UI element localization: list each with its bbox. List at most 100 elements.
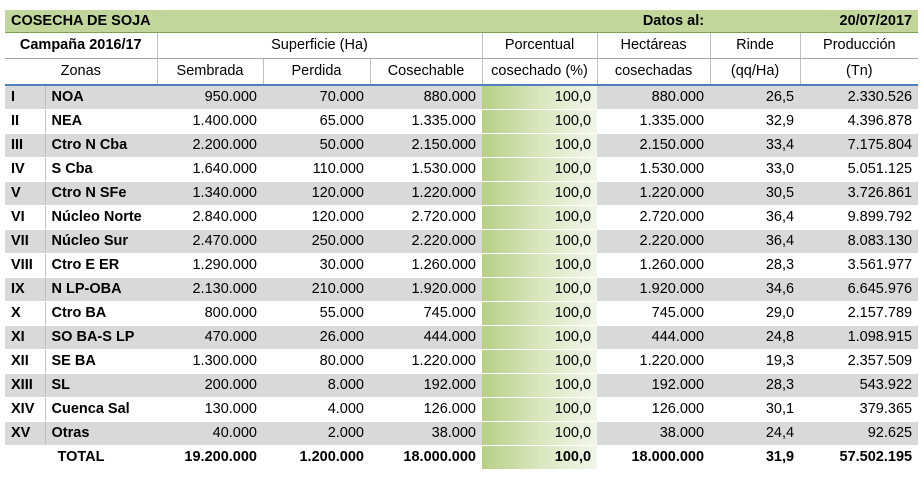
rinde-cell: 28,3 — [710, 373, 801, 398]
sembrada-header: Sembrada — [156, 58, 263, 86]
header-row-1: Campaña 2016/17 Superficie (Ha) Porcentu… — [5, 32, 919, 59]
perdida-cell: 4.000 — [263, 397, 370, 422]
hect-cell: 126.000 — [597, 397, 711, 422]
sembrada-cell: 1.640.000 — [157, 157, 263, 182]
pct-cell: 100,0 — [482, 205, 598, 230]
zone-number: XV — [5, 421, 45, 446]
rinde-cell: 30,5 — [710, 181, 801, 206]
zone-name: Ctro N SFe — [44, 181, 157, 206]
perdida-cell: 80.000 — [263, 349, 370, 374]
harvest-table: COSECHA DE SOJA Datos al: 20/07/2017 Cam… — [5, 10, 919, 469]
table-row: XII SE BA 1.300.000 80.000 1.220.000 100,0 1.2… — [5, 349, 919, 374]
table-row: XI SO BA-S LP 470.000 26.000 444.000 100,0 444… — [5, 325, 919, 350]
table-row: VI Núcleo Norte 2.840.000 120.000 2.720.000 1… — [5, 205, 919, 230]
prod-header-1: Producción — [799, 32, 919, 59]
rinde-header-2: (qq/Ha) — [709, 58, 801, 86]
prod-cell: 9.899.792 — [800, 205, 919, 230]
zone-name: NOA — [44, 85, 157, 110]
hect-cell: 1.220.000 — [597, 349, 711, 374]
zone-name: Núcleo Sur — [44, 229, 157, 254]
table-row: IV S Cba 1.640.000 110.000 1.530.000 100,0 1.5… — [5, 157, 919, 182]
prod-cell: 4.396.878 — [800, 109, 919, 134]
table-row: I NOA 950.000 70.000 880.000 100,0 880.000 26,5… — [5, 85, 919, 110]
perdida-cell: 30.000 — [263, 253, 370, 278]
hect-cell: 192.000 — [597, 373, 711, 398]
cosechable-cell: 38.000 — [370, 421, 482, 446]
hect-cell: 1.260.000 — [597, 253, 711, 278]
rinde-cell: 19,3 — [710, 349, 801, 374]
rinde-cell: 34,6 — [710, 277, 801, 302]
pct-cell: 100,0 — [482, 85, 598, 110]
sembrada-cell: 130.000 — [157, 397, 263, 422]
table-row: VII Núcleo Sur 2.470.000 250.000 2.220.000 10… — [5, 229, 919, 254]
prod-cell: 379.365 — [800, 397, 919, 422]
total-row: TOTAL 19.200.000 1.200.000 18.000.000 10… — [5, 445, 919, 469]
pct-cell: 100,0 — [482, 301, 598, 326]
sembrada-cell: 1.290.000 — [157, 253, 263, 278]
cosechable-cell: 880.000 — [370, 85, 482, 110]
hect-cell: 2.720.000 — [597, 205, 711, 230]
table-row: V Ctro N SFe 1.340.000 120.000 1.220.000 100,… — [5, 181, 919, 206]
pct-cell: 100,0 — [482, 397, 598, 422]
pct-cell: 100,0 — [482, 157, 598, 182]
zone-number: XI — [5, 325, 45, 350]
rinde-cell: 24,4 — [710, 421, 801, 446]
zone-name: S Cba — [44, 157, 157, 182]
perdida-cell: 26.000 — [263, 325, 370, 350]
total-cosechable: 18.000.000 — [370, 445, 482, 469]
pct-cell: 100,0 — [482, 229, 598, 254]
prod-cell: 8.083.130 — [800, 229, 919, 254]
prod-cell: 7.175.804 — [800, 133, 919, 158]
cosechable-cell: 745.000 — [370, 301, 482, 326]
sembrada-cell: 2.200.000 — [157, 133, 263, 158]
cosechable-cell: 2.220.000 — [370, 229, 482, 254]
zone-name: Ctro BA — [44, 301, 157, 326]
perdida-cell: 65.000 — [263, 109, 370, 134]
prod-cell: 5.051.125 — [800, 157, 919, 182]
pct-cell: 100,0 — [482, 253, 598, 278]
cosechable-cell: 1.530.000 — [370, 157, 482, 182]
perdida-cell: 110.000 — [263, 157, 370, 182]
zone-name: Núcleo Norte — [44, 205, 157, 230]
prod-cell: 2.330.526 — [800, 85, 919, 110]
pct-cell: 100,0 — [482, 373, 598, 398]
sembrada-cell: 1.340.000 — [157, 181, 263, 206]
hect-cell: 880.000 — [597, 85, 711, 110]
zone-number: IV — [5, 157, 45, 182]
sembrada-cell: 1.400.000 — [157, 109, 263, 134]
zone-number: XIII — [5, 373, 45, 398]
rinde-cell: 33,0 — [710, 157, 801, 182]
table-row: X Ctro BA 800.000 55.000 745.000 100,0 745.000… — [5, 301, 919, 326]
hect-cell: 1.530.000 — [597, 157, 711, 182]
hect-cell: 1.335.000 — [597, 109, 711, 134]
zone-name: N LP-OBA — [44, 277, 157, 302]
prod-cell: 2.357.509 — [800, 349, 919, 374]
zone-name: SL — [44, 373, 157, 398]
data-rows: I NOA 950.000 70.000 880.000 100,0 880.000 26,5… — [5, 85, 919, 446]
pct-header-1: Porcentual — [481, 32, 598, 59]
table-row: II NEA 1.400.000 65.000 1.335.000 100,0 1.335.… — [5, 109, 919, 134]
zone-number: XII — [5, 349, 45, 374]
pct-cell: 100,0 — [482, 277, 598, 302]
cosechable-cell: 192.000 — [370, 373, 482, 398]
table-row: III Ctro N Cba 2.200.000 50.000 2.150.000 100… — [5, 133, 919, 158]
hect-cell: 38.000 — [597, 421, 711, 446]
zone-number: I — [5, 85, 45, 110]
prod-header-2: (Tn) — [799, 58, 919, 86]
cosechable-cell: 1.220.000 — [370, 181, 482, 206]
pct-cell: 100,0 — [482, 133, 598, 158]
perdida-cell: 8.000 — [263, 373, 370, 398]
prod-cell: 543.922 — [800, 373, 919, 398]
pct-header-2: cosechado (%) — [481, 58, 598, 86]
rinde-cell: 30,1 — [710, 397, 801, 422]
zone-name: Ctro N Cba — [44, 133, 157, 158]
table-row: XIII SL 200.000 8.000 192.000 100,0 192.000 28,… — [5, 373, 919, 398]
cosechable-cell: 2.150.000 — [370, 133, 482, 158]
rinde-cell: 36,4 — [710, 205, 801, 230]
date-value: 20/07/2017 — [710, 10, 919, 33]
sembrada-cell: 2.840.000 — [157, 205, 263, 230]
zone-name: SE BA — [44, 349, 157, 374]
hect-cell: 745.000 — [597, 301, 711, 326]
header-row-2: Zonas Sembrada Perdida Cosechable cosech… — [5, 58, 919, 86]
cosechable-cell: 2.720.000 — [370, 205, 482, 230]
